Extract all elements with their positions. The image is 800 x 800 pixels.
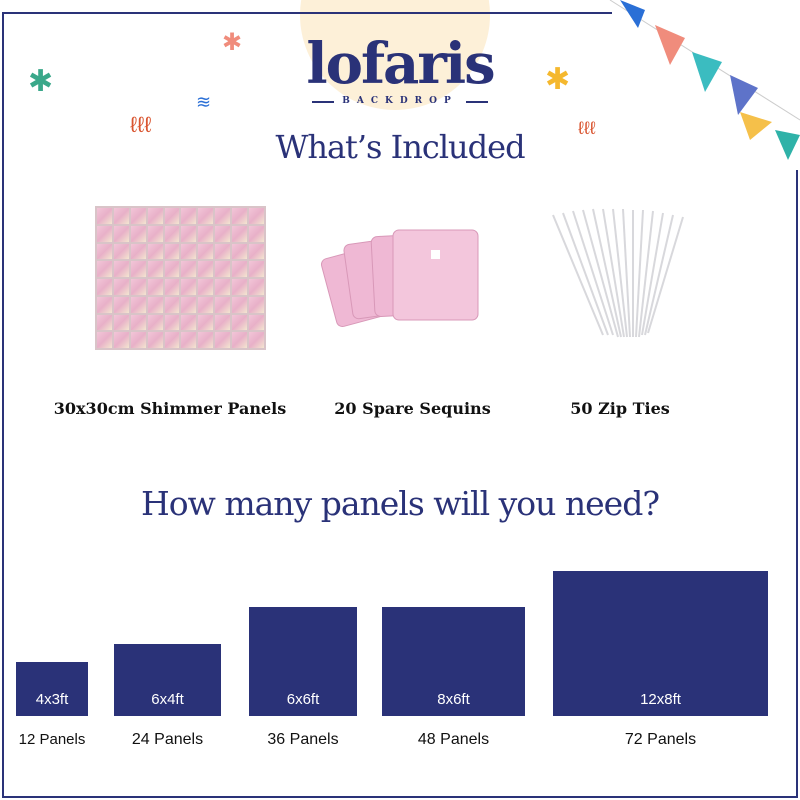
panel-count: 48 Panels [417,731,490,748]
panel-count: 12 Panels [18,731,86,748]
zip-ties-image [552,208,684,338]
shimmer-panel-image [95,206,266,350]
size-label: 6x4ft [151,691,184,708]
size-label: 6x6ft [286,691,320,708]
panel-count: 24 Panels [131,731,204,748]
panel-count: 72 Panels [624,731,697,748]
star-icon: ✱ [545,63,571,96]
brand-logo: lofaris [306,31,495,97]
included-item-label: 50 Zip Ties [570,399,670,418]
size-label: 4x3ft [35,691,69,708]
star-icon: ✱ [28,65,54,98]
frame-border [2,12,4,798]
frame-border [796,170,798,798]
size-box-4x3: 4x3ft [16,662,88,716]
size-box-8x6: 8x6ft [382,607,525,716]
size-label: 12x8ft [640,691,681,708]
brand-tagline: BACKDROP [310,96,490,106]
included-item-label: 30x30cm Shimmer Panels [53,399,287,418]
size-box-6x6: 6x6ft [249,607,357,716]
bunting-decoration [609,0,800,160]
frame-border [2,796,798,798]
size-label: 8x6ft [437,691,470,708]
included-title: What’s Included [275,128,525,166]
size-box-12x8: 12x8ft [553,571,768,716]
spare-sequins-image [320,229,479,328]
sizes-title: How many panels will you need? [140,484,660,523]
star-icon: ✱ [222,29,243,56]
confetti-icon: ≋ [196,92,212,112]
frame-border [2,12,612,14]
panel-count: 36 Panels [267,731,339,748]
included-item-label: 20 Spare Sequins [334,399,491,418]
confetti-icon: ℓℓℓ [130,112,152,137]
size-box-6x4: 6x4ft [114,644,221,716]
confetti-icon: ℓℓℓ [578,118,596,138]
